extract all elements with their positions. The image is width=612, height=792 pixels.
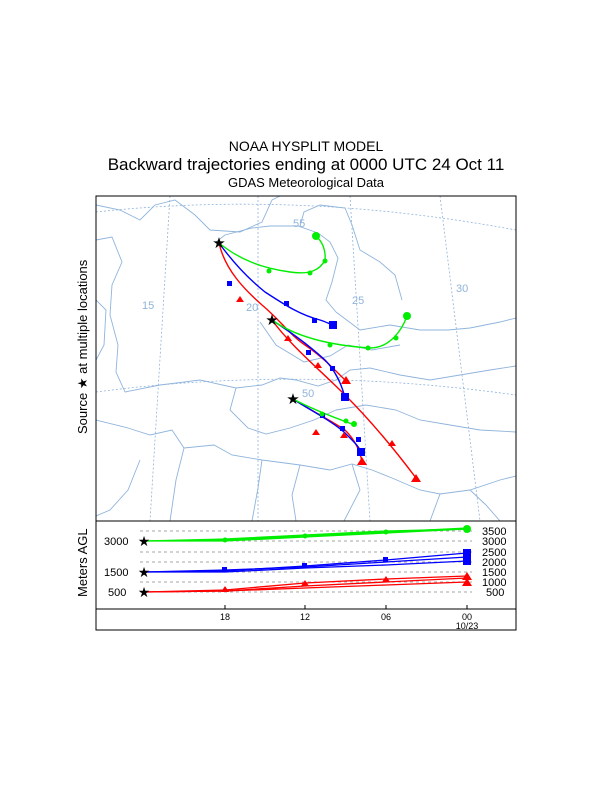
source-star-icon: ★ xyxy=(212,234,225,252)
grid-label-30: 30 xyxy=(456,283,468,295)
red-trajectory-1 xyxy=(218,242,346,381)
grid-label-50: 50 xyxy=(302,388,314,400)
height-star-icon: ★ xyxy=(138,534,151,550)
red-height-3 xyxy=(143,581,468,593)
time-tick-00: 00 xyxy=(462,612,472,622)
height-panel-frame xyxy=(95,520,517,631)
right-tick-500: 500 xyxy=(486,587,504,599)
lat-lon-grid xyxy=(96,196,516,521)
trajectory-markers: ★ ★ ★ xyxy=(212,232,421,482)
blue-square-markers xyxy=(227,281,365,456)
time-tick-18: 18 xyxy=(220,612,230,622)
right-tick-2500: 2500 xyxy=(482,547,506,559)
height-right-labels: 3500 3000 2500 2000 1500 1000 500 xyxy=(482,526,506,599)
meteorological-data-label: GDAS Meteorological Data xyxy=(227,175,385,190)
right-tick-1500: 1500 xyxy=(482,567,506,579)
green-circle-markers xyxy=(266,232,411,427)
red-triangle-markers xyxy=(236,296,421,482)
chart-subtitle: Backward trajectories ending at 0000 UTC… xyxy=(107,155,505,174)
height-star-icon: ★ xyxy=(138,585,151,601)
height-star-icon: ★ xyxy=(138,565,151,581)
right-tick-3500: 3500 xyxy=(482,526,506,538)
source-star-icon: ★ xyxy=(265,311,278,329)
grid-label-25: 25 xyxy=(352,295,364,307)
coastline-borders xyxy=(96,196,516,521)
grid-label-55: 55 xyxy=(293,218,305,230)
right-tick-3000: 3000 xyxy=(482,536,506,548)
map-panel: 55 15 20 25 30 50 xyxy=(95,195,517,522)
grid-label-20: 20 xyxy=(246,302,258,314)
source-star-icons: ★ ★ ★ xyxy=(212,234,299,408)
chart-title: NOAA HYSPLIT MODEL xyxy=(228,138,384,154)
blue-trajectory-2 xyxy=(271,319,346,399)
blue-height-1 xyxy=(143,552,468,573)
right-tick-2000: 2000 xyxy=(482,557,506,569)
trajectory-lines xyxy=(218,235,417,479)
green-trajectory-1 xyxy=(218,235,326,274)
map-basemap: 55 15 20 25 30 50 xyxy=(96,196,516,521)
source-star-icon: ★ xyxy=(286,390,299,408)
height-ticks xyxy=(224,605,468,609)
height-left-labels: 3000 1500 500 xyxy=(104,536,128,599)
red-trajectory-3 xyxy=(292,398,363,463)
left-tick-3000: 3000 xyxy=(104,536,128,548)
green-trajectory-3 xyxy=(292,398,353,425)
left-tick-1500: 1500 xyxy=(104,567,128,579)
blue-trajectory-1 xyxy=(218,242,334,326)
height-markers: ★ ★ ★ xyxy=(138,525,472,601)
height-time-labels: 18 12 06 00 10/23 xyxy=(220,612,478,631)
time-tick-06: 06 xyxy=(381,612,391,622)
time-tick-12: 12 xyxy=(300,612,310,622)
grid-labels: 55 15 20 25 30 50 xyxy=(142,218,468,400)
right-tick-1000: 1000 xyxy=(482,577,506,589)
date-label: 10/23 xyxy=(456,621,479,631)
grid-label-15: 15 xyxy=(142,300,154,312)
height-panel: 3000 1500 500 3500 3000 2500 2000 1500 1… xyxy=(95,520,517,631)
left-tick-500: 500 xyxy=(108,587,126,599)
blue-trajectory-3 xyxy=(292,398,362,453)
